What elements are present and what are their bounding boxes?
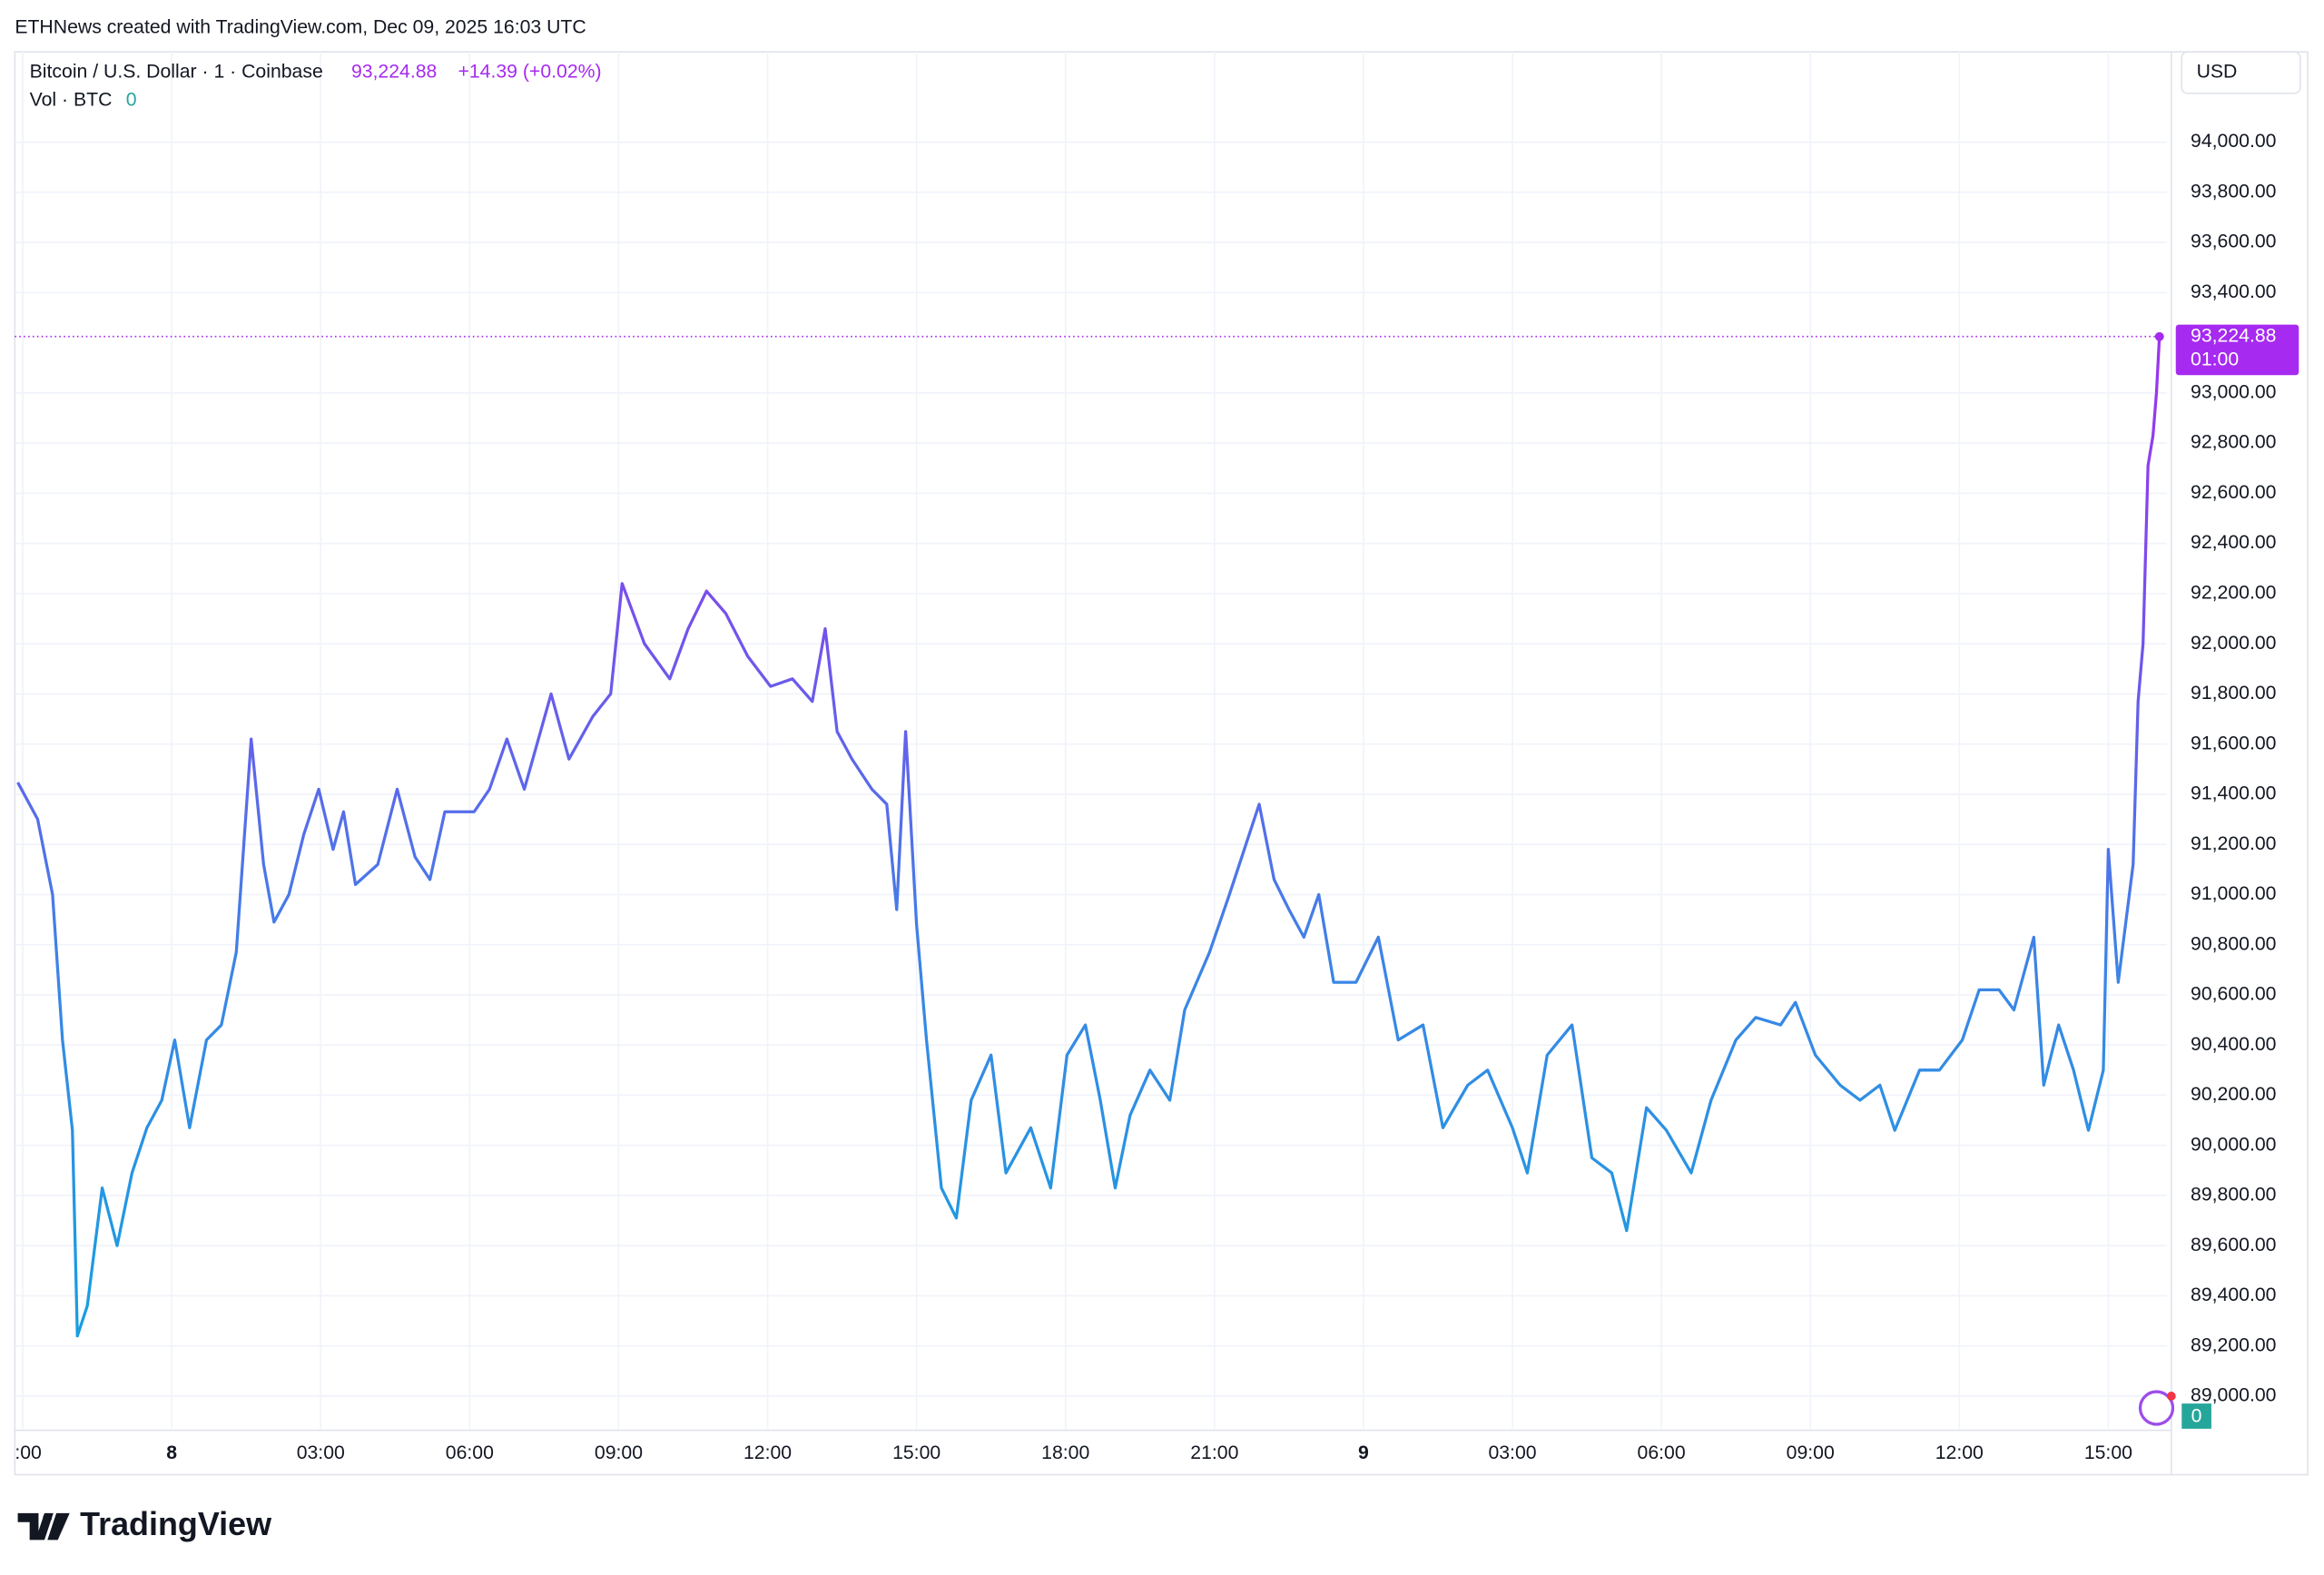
replay-icon[interactable] — [2138, 1390, 2175, 1426]
chart-frame — [14, 51, 2309, 1476]
y-tick-label: 89,200.00 — [2191, 1334, 2276, 1355]
x-tick-label: 12:00 — [1935, 1442, 1984, 1463]
y-tick-label: 93,600.00 — [2191, 231, 2276, 252]
y-tick-label: 91,200.00 — [2191, 833, 2276, 854]
x-tick-label: :00 — [15, 1442, 42, 1463]
y-tick-label: 91,400.00 — [2191, 783, 2276, 804]
x-tick-label: 03:00 — [297, 1442, 345, 1463]
currency-box[interactable] — [2181, 51, 2301, 94]
notification-dot — [2166, 1392, 2176, 1401]
last-price-dot — [2154, 331, 2164, 341]
x-tick-label: 15:00 — [892, 1442, 940, 1463]
symbol: Bitcoin / U.S. Dollar · 1 · Coinbase — [30, 62, 323, 83]
y-tick-label: 92,200.00 — [2191, 582, 2276, 603]
x-tick-label: 18:00 — [1041, 1442, 1089, 1463]
y-tick-label: 92,800.00 — [2191, 432, 2276, 453]
x-tick-label: 09:00 — [595, 1442, 643, 1463]
price-line — [16, 336, 2162, 1338]
x-tick-label: 09:00 — [1787, 1442, 1835, 1463]
credit: ETHNews created with TradingView.com, De… — [15, 17, 586, 38]
volume-value: 0 — [126, 90, 137, 111]
y-tick-label: 91,000.00 — [2191, 883, 2276, 904]
y-tick-label: 89,600.00 — [2191, 1235, 2276, 1255]
y-tick-label: 90,200.00 — [2191, 1084, 2276, 1105]
y-tick-label: 90,600.00 — [2191, 984, 2276, 1005]
y-tick-label: 93,400.00 — [2191, 281, 2276, 302]
y-tick-label: 93,800.00 — [2191, 181, 2276, 202]
price: 93,224.88 — [351, 62, 437, 83]
y-tick-label: 94,000.00 — [2191, 131, 2276, 152]
x-tick-label: 03:00 — [1488, 1442, 1536, 1463]
last-price-label: 93,224.88 — [2191, 325, 2276, 346]
volume-badge-bg — [2181, 1403, 2211, 1429]
y-tick-label: 89,000.00 — [2191, 1385, 2276, 1406]
x-tick-label: 21:00 — [1190, 1442, 1238, 1463]
x-tick-label: 06:00 — [1638, 1442, 1686, 1463]
currency[interactable]: USD — [2197, 62, 2238, 83]
y-tick-label: 92,000.00 — [2191, 633, 2276, 654]
countdown: 01:00 — [2191, 349, 2239, 369]
volume-badge: 0 — [2191, 1405, 2202, 1426]
volume-label: Vol · BTC — [30, 90, 113, 111]
y-tick-label: 90,000.00 — [2191, 1134, 2276, 1155]
y-tick-label: 92,600.00 — [2191, 482, 2276, 503]
y-tick-label: 90,400.00 — [2191, 1034, 2276, 1055]
x-tick-label: 15:00 — [2084, 1442, 2132, 1463]
y-tick-label: 90,800.00 — [2191, 933, 2276, 954]
brand: TradingView — [80, 1505, 271, 1542]
x-tick-label: 06:00 — [446, 1442, 494, 1463]
y-tick-label: 91,800.00 — [2191, 683, 2276, 704]
x-tick-label: 8 — [166, 1442, 177, 1463]
y-tick-label: 89,400.00 — [2191, 1285, 2276, 1305]
last-price-tag — [2175, 324, 2299, 376]
y-tick-label: 89,800.00 — [2191, 1185, 2276, 1206]
y-tick-label: 93,000.00 — [2191, 381, 2276, 402]
x-tick-label: 12:00 — [743, 1442, 792, 1463]
brand-logo — [17, 1512, 70, 1541]
y-tick-label: 92,400.00 — [2191, 532, 2276, 553]
change: +14.39 (+0.02%) — [458, 62, 601, 83]
y-tick-label: 91,600.00 — [2191, 733, 2276, 753]
x-tick-label: 9 — [1358, 1442, 1369, 1463]
